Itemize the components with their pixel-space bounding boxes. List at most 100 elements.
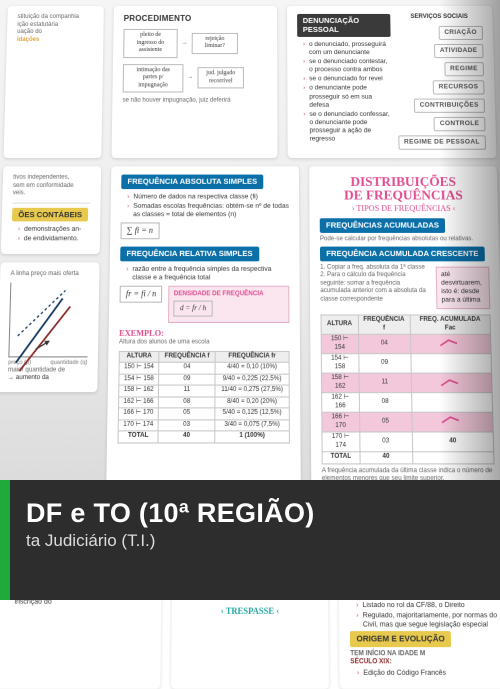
l: sem em conformidade bbox=[13, 183, 74, 189]
services-column: SERVIÇOS SOCIAIS CRIAÇÃO ATIVIDADE REGIM… bbox=[396, 14, 486, 150]
td: 5/40 = 0,125 (12,5%) bbox=[215, 408, 289, 419]
line: idações bbox=[17, 36, 40, 42]
pill: REGIME DE PESSOAL bbox=[398, 136, 486, 151]
acc-table: ALTURAFREQUÊNCIA fFREQ. ACUMULADA Fac 15… bbox=[320, 315, 494, 464]
td: 09 bbox=[358, 354, 411, 373]
txt: stituição da companhia ição estatutária … bbox=[17, 14, 94, 44]
card-distribuicoes: DISTRIBUIÇÕES DE FREQUÊNCIAS › TIPOS DE … bbox=[309, 167, 500, 493]
s319: › TIPOS DE FREQUÊNCIAS ‹ bbox=[320, 204, 488, 214]
td: 170 ⊢ 174 bbox=[118, 419, 158, 431]
freq-table: ALTURAFREQUÊNCIA fFREQUÊNCIA fr 150 ⊢ 15… bbox=[117, 350, 289, 443]
td bbox=[411, 354, 492, 373]
td: 11 bbox=[159, 385, 215, 396]
th: ALTURA bbox=[119, 351, 159, 362]
card-frequencias: FREQUÊNCIA ABSOLUTA SIMPLES Número de da… bbox=[106, 167, 301, 493]
td: 170 ⊢ 174 bbox=[322, 432, 360, 452]
td bbox=[410, 334, 491, 353]
row-1: stituição da companhia ição estatutária … bbox=[4, 6, 497, 158]
td: 150 ⊢ 154 bbox=[321, 334, 358, 353]
tag: FREQUÊNCIAS ACUMULADAS bbox=[320, 219, 446, 233]
supply-chart bbox=[8, 283, 89, 358]
td: TOTAL bbox=[322, 452, 360, 464]
th: FREQUÊNCIA f bbox=[159, 351, 215, 362]
td: 08 bbox=[159, 396, 215, 407]
td: 150 ⊢ 154 bbox=[119, 362, 159, 373]
line: stituição da companhia bbox=[17, 14, 79, 20]
box: pleito de ingresso do assistente bbox=[123, 29, 178, 58]
td: 154 ⊢ 158 bbox=[321, 354, 358, 373]
tag: FREQUÊNCIA ACUMULADA CRESCENTE bbox=[320, 247, 485, 261]
accent-bar bbox=[0, 480, 10, 600]
li: Número de dados na respectiva classe (fi… bbox=[127, 193, 289, 201]
card-procedimento: PROCEDIMENTO pleito de ingresso do assis… bbox=[111, 6, 277, 158]
td: 1 (100%) bbox=[215, 431, 290, 443]
td: 154 ⊢ 158 bbox=[119, 374, 159, 385]
li: demonstrações an- bbox=[18, 226, 90, 235]
td: 40 bbox=[412, 432, 494, 452]
side-title: SERVIÇOS SOCIAIS bbox=[410, 14, 468, 21]
note: até desvirtuarem, isto é: desde para a ú… bbox=[436, 266, 491, 309]
banner-subtitle: ta Judiciário (T.I.) bbox=[26, 531, 315, 551]
td: 162 ⊢ 166 bbox=[322, 393, 359, 413]
td bbox=[412, 452, 494, 464]
ex: EXEMPLO: bbox=[119, 328, 289, 339]
row-2: tivos independentes, sem em conformidade… bbox=[0, 167, 500, 493]
li: Edição do Código Francês bbox=[357, 669, 500, 678]
td: 04 bbox=[358, 334, 410, 353]
th: FREQ. ACUMULADA Fac bbox=[410, 315, 491, 334]
line: uação do bbox=[17, 29, 42, 35]
card-contabeis: tivos independentes, sem em conformidade… bbox=[1, 167, 101, 254]
td: TOTAL bbox=[118, 431, 158, 443]
td: 4/40 = 0,10 (10%) bbox=[215, 362, 289, 373]
td: 40 bbox=[360, 452, 413, 464]
l: tivos independentes, bbox=[13, 175, 69, 181]
td: 05 bbox=[158, 408, 214, 419]
card-denunciacao: DENUNCIAÇÃO PESSOAL o denunciado, prosse… bbox=[287, 6, 497, 158]
s995: › TRESPASSE ‹ bbox=[182, 606, 317, 617]
li: se o denunciado confessar, o denunciante… bbox=[303, 111, 392, 144]
heading: PROCEDIMENTO bbox=[124, 14, 267, 24]
td: 166 ⊢ 170 bbox=[322, 412, 360, 432]
tag: ÕES CONTÁBEIS bbox=[12, 208, 88, 222]
td: 8/40 = 0,20 (20%) bbox=[215, 396, 289, 407]
l: SÉCULO XIX: bbox=[350, 659, 500, 668]
b: Pode-se calcular por frequências absolut… bbox=[320, 236, 489, 244]
l: 1. Copiar a freq. absoluta da 1ª classe bbox=[320, 264, 431, 272]
cap: A linha preço mais oferta bbox=[10, 270, 89, 278]
tag: ORIGEM E EVOLUÇÃO bbox=[350, 632, 451, 647]
td: 9/40 = 0,225 (22,5%) bbox=[215, 374, 289, 385]
li: o denunciante pode prosseguir só em sua … bbox=[303, 85, 391, 110]
line: ição estatutária bbox=[17, 21, 58, 27]
td: 11/40 = 0,275 (27,5%) bbox=[215, 385, 289, 396]
td: 166 ⊢ 170 bbox=[118, 408, 158, 419]
card-chart: A linha preço mais oferta preço (p) quan… bbox=[0, 262, 100, 392]
td: 04 bbox=[159, 362, 215, 373]
pill: ATIVIDADE bbox=[434, 44, 484, 58]
li: o denunciado, prosseguirá com um denunci… bbox=[303, 41, 391, 57]
td: 11 bbox=[359, 373, 412, 393]
td: 3/40 = 0,075 (7,5%) bbox=[215, 419, 290, 431]
l: 2. Para o cálculo da frequência seguinte… bbox=[320, 272, 432, 304]
foot: se não houver impugnação, juiz deferirá bbox=[122, 98, 266, 106]
tag: DENUNCIAÇÃO PESSOAL bbox=[297, 14, 390, 37]
study-sheets-collage: stituição da companhia ição estatutária … bbox=[0, 0, 500, 517]
li: Somadas escolas frequências: obtém-se nº… bbox=[127, 202, 289, 219]
pill: RECURSOS bbox=[432, 80, 484, 94]
title2: DE FREQUÊNCIAS bbox=[319, 188, 487, 202]
note-t: DENSIDADE DE FREQUÊNCIA bbox=[174, 291, 264, 297]
td: 40 bbox=[158, 431, 215, 443]
th: FREQUÊNCIA f bbox=[358, 315, 410, 334]
li: se o denunciado contestar, o processo co… bbox=[303, 58, 391, 74]
td: 03 bbox=[158, 419, 215, 431]
exsub: Altura dos alunos de uma escola bbox=[119, 339, 290, 347]
formula-sum: ∑ fi = n bbox=[120, 223, 159, 240]
li: se o denunciado for revel bbox=[303, 75, 391, 83]
td: 162 ⊢ 166 bbox=[119, 396, 159, 407]
td bbox=[412, 412, 494, 432]
li: Regulado, majoritariamente, por normas d… bbox=[356, 612, 499, 631]
td: 03 bbox=[359, 432, 412, 452]
bottom-banner: DF e TO (10ª REGIÃO) ta Judiciário (T.I.… bbox=[0, 480, 500, 600]
box: jud. julgado recorrível bbox=[197, 67, 243, 88]
td: 09 bbox=[159, 374, 215, 385]
formula-d: d = fr / h bbox=[174, 301, 213, 317]
